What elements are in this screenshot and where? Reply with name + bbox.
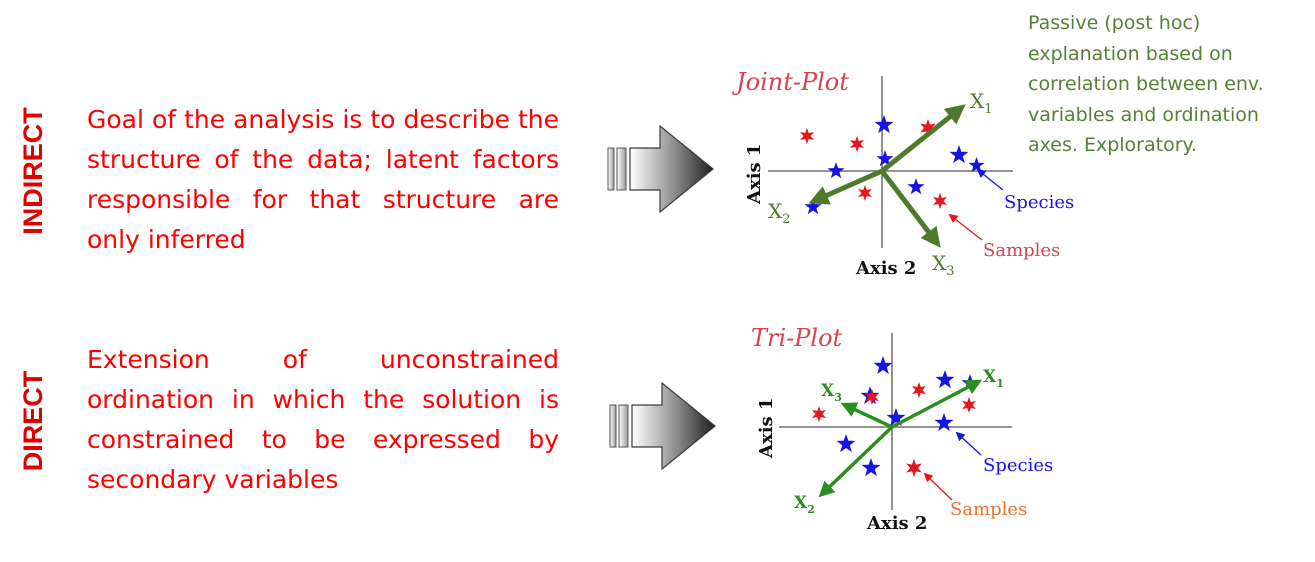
tri-axis2-label: Axis 2 (866, 513, 927, 534)
joint-x2-sub: 2 (782, 212, 790, 227)
joint-x1-sub: 1 (984, 102, 992, 117)
joint-x1-label: X (970, 89, 985, 113)
svg-text:X3: X3 (932, 251, 955, 279)
joint-plot-title: Joint-Plot (731, 68, 849, 96)
indirect-description: Goal of the analysis is to describe the … (87, 105, 559, 254)
svg-text:X1: X1 (983, 367, 1004, 390)
svg-text:X3: X3 (821, 381, 842, 404)
joint-samples-label: Samples (983, 240, 1060, 261)
joint-plot: Joint-Plot Axis 1 Axis 2 X1 X2 X3 Specie… (731, 68, 1074, 279)
joint-x2-label: X (768, 199, 783, 223)
tri-x1-label: X (983, 367, 997, 387)
right-arrow-icon (609, 381, 716, 471)
joint-axis1-label: Axis 1 (744, 144, 765, 205)
joint-species-label: Species (1004, 192, 1074, 213)
joint-axis2-label: Axis 2 (855, 258, 916, 279)
svg-text:X2: X2 (768, 199, 791, 227)
tri-x2-sub: 2 (807, 503, 815, 516)
tri-plot: Tri-Plot Axis 1 Axis 2 X1 X2 X3 Species … (751, 324, 1053, 534)
passive-explanation-note: Passive (post hoc) explanation based on … (1028, 12, 1264, 156)
tri-x3-sub: 3 (834, 391, 842, 404)
direct-description: Extension of unconstrained ordination in… (87, 345, 559, 494)
right-arrow-icon (607, 124, 714, 214)
svg-text:X1: X1 (970, 89, 993, 117)
tri-species-label: Species (983, 455, 1053, 476)
tri-x3-label: X (821, 381, 835, 401)
svg-text:X2: X2 (794, 493, 815, 516)
tri-x2-label: X (794, 493, 808, 513)
joint-x3-sub: 3 (946, 264, 954, 279)
tri-axis1-label: Axis 1 (756, 398, 777, 459)
joint-x3-label: X (932, 251, 947, 275)
tri-samples-label: Samples (950, 499, 1027, 520)
tri-plot-title: Tri-Plot (751, 324, 843, 352)
tri-x1-sub: 1 (996, 377, 1004, 390)
